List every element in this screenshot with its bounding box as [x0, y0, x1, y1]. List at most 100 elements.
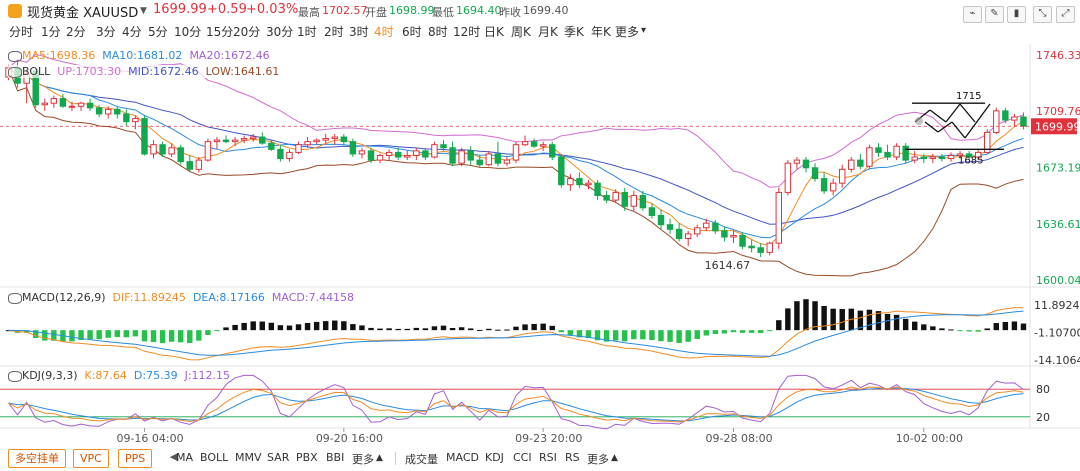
tab-cci[interactable]: CCI [513, 451, 532, 464]
line-draw-icon[interactable]: ⌁ [963, 6, 982, 23]
candle[interactable] [104, 108, 112, 115]
candle[interactable] [612, 191, 619, 201]
candle[interactable] [431, 144, 438, 158]
candle[interactable] [376, 154, 384, 161]
candle[interactable] [1020, 116, 1027, 127]
candle[interactable] [277, 148, 284, 160]
tab-kdj[interactable]: KDJ [485, 451, 504, 464]
tab-rs[interactable]: RS [565, 451, 580, 464]
candle[interactable] [956, 153, 964, 156]
eye-icon[interactable] [8, 292, 22, 304]
tab-macd[interactable]: MACD [446, 451, 479, 464]
candle[interactable] [41, 102, 48, 106]
candle[interactable] [666, 224, 674, 230]
candle[interactable] [993, 110, 1000, 133]
candle[interactable] [512, 144, 520, 161]
period-10[interactable]: 1时 [297, 25, 317, 39]
period-19[interactable]: 月K [538, 25, 558, 39]
period-7[interactable]: 15分 [206, 25, 234, 39]
candle[interactable] [984, 131, 991, 153]
candle[interactable] [331, 136, 338, 140]
period-0[interactable]: 分时 [9, 25, 34, 39]
period-18[interactable]: 周K [511, 25, 531, 39]
tab-sar[interactable]: SAR [267, 451, 290, 464]
candle[interactable] [213, 139, 221, 143]
candle[interactable] [947, 154, 955, 160]
expand-icon[interactable]: ⤢ [1056, 6, 1075, 23]
candle[interactable] [440, 144, 447, 149]
candle[interactable] [123, 113, 130, 123]
candle[interactable] [594, 182, 601, 196]
candle[interactable] [766, 242, 773, 253]
tab-more-main[interactable]: 更多 [352, 453, 374, 466]
tab-rsi[interactable]: RSI [539, 451, 557, 464]
candle[interactable] [476, 159, 483, 166]
candle[interactable] [86, 102, 94, 109]
candle[interactable] [893, 145, 900, 158]
eye-icon[interactable] [8, 66, 22, 78]
candle[interactable] [567, 178, 574, 186]
candle[interactable] [304, 141, 311, 146]
candle[interactable] [748, 245, 755, 249]
candle[interactable] [521, 141, 529, 146]
candle[interactable] [204, 141, 212, 161]
candle[interactable] [839, 168, 846, 184]
vpc-chip[interactable]: VPC [73, 449, 109, 468]
candle[interactable] [585, 182, 592, 186]
chevron-down-icon[interactable]: ▼ [140, 6, 147, 16]
candle[interactable] [684, 233, 692, 240]
candle[interactable] [829, 182, 837, 192]
candle[interactable] [802, 159, 810, 169]
candle[interactable] [159, 144, 166, 155]
candle[interactable] [404, 154, 411, 158]
chevron-up-icon[interactable]: ▲ [376, 453, 383, 463]
candle[interactable] [875, 147, 882, 153]
period-11[interactable]: 2时 [324, 25, 344, 39]
candle[interactable] [358, 150, 366, 155]
candle[interactable] [648, 207, 656, 216]
candle[interactable] [458, 150, 465, 164]
pen-icon[interactable]: ✎ [985, 6, 1004, 23]
eye-icon[interactable] [8, 50, 22, 62]
candle[interactable] [141, 118, 148, 155]
candle[interactable] [367, 150, 375, 161]
candle[interactable] [222, 139, 230, 143]
candle[interactable] [848, 159, 855, 170]
candle[interactable] [784, 162, 792, 193]
candle[interactable] [857, 159, 864, 167]
candle[interactable] [902, 145, 909, 161]
candle[interactable] [974, 151, 982, 158]
candle[interactable] [739, 234, 746, 247]
candle[interactable] [286, 151, 293, 160]
candle[interactable] [340, 136, 348, 143]
period-2[interactable]: 2分 [66, 25, 86, 39]
candle-icon[interactable]: ▮ [1007, 6, 1026, 23]
candle[interactable] [603, 194, 610, 201]
candle[interactable] [259, 136, 266, 144]
candle[interactable] [422, 150, 429, 158]
period-12[interactable]: 3时 [349, 25, 369, 39]
candle[interactable] [920, 156, 928, 160]
period-3[interactable]: 3分 [96, 25, 116, 39]
candle[interactable] [385, 151, 393, 156]
collapse-icon[interactable]: ⤡ [1033, 6, 1052, 23]
candle[interactable] [1002, 110, 1009, 121]
candle[interactable] [503, 159, 511, 164]
chevron-left-icon[interactable]: ◀ [169, 450, 179, 463]
candle[interactable] [712, 222, 719, 232]
candle[interactable] [811, 167, 819, 180]
candle[interactable] [965, 153, 973, 158]
candle[interactable] [77, 102, 85, 107]
candlestick-chart[interactable]: 1746.33 1709.76 1673.19 1636.61 1600.04 1699.… [0, 0, 1080, 449]
period-22[interactable]: 更多 [615, 25, 640, 39]
candle[interactable] [50, 98, 58, 104]
period-5[interactable]: 5分 [148, 25, 168, 39]
candle[interactable] [132, 118, 139, 123]
period-13[interactable]: 4时 [374, 25, 394, 39]
period-20[interactable]: 季K [564, 25, 584, 39]
candle[interactable] [485, 153, 493, 166]
period-14[interactable]: 6时 [402, 25, 422, 39]
candle[interactable] [757, 247, 764, 253]
candle[interactable] [449, 147, 456, 164]
candle[interactable] [558, 156, 565, 186]
